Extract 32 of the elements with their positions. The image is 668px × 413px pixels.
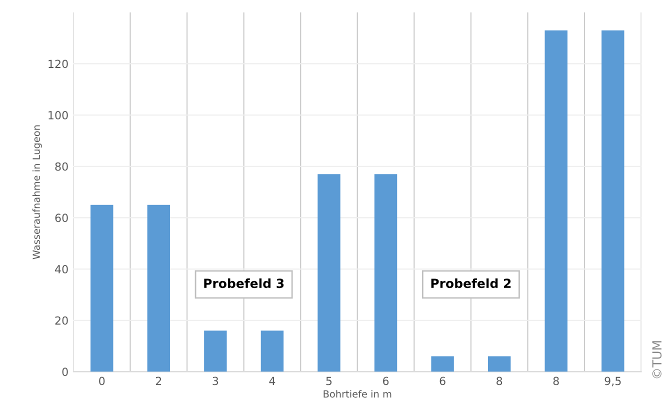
x-tick-label: 9,5 xyxy=(604,376,621,386)
text: ©TUM xyxy=(652,341,662,378)
x-tick-label: 5 xyxy=(326,376,332,386)
y-axis-title: Wasseraufnahme in Lugeon xyxy=(32,125,42,260)
bar xyxy=(374,174,398,372)
x-tick-label: 6 xyxy=(383,376,389,386)
x-tick-label: 0 xyxy=(99,376,105,386)
x-axis-title: Bohrtiefe in m xyxy=(324,390,392,398)
bar xyxy=(488,356,511,372)
annotation: Probefeld 3 xyxy=(204,278,284,288)
x-tick-label: 6 xyxy=(440,376,446,386)
y-tick-label: 120 xyxy=(48,60,68,68)
bar xyxy=(204,330,227,372)
bar xyxy=(260,330,284,372)
y-tick-label: 100 xyxy=(48,111,68,120)
bar xyxy=(602,30,624,372)
y-tick-label: 80 xyxy=(55,162,68,171)
x-tick-label: 3 xyxy=(212,376,218,386)
annotation: Probefeld 2 xyxy=(431,278,511,288)
y-tick-label: 60 xyxy=(55,214,68,222)
x-tick-label: 8 xyxy=(553,376,559,386)
bar xyxy=(147,204,170,372)
bar xyxy=(544,30,568,372)
x-tick-label: 8 xyxy=(496,376,502,386)
y-tick-label: 0 xyxy=(62,368,68,376)
x-tick-label: 2 xyxy=(156,376,162,386)
x-tick-label: 4 xyxy=(269,376,276,386)
y-tick-label: 40 xyxy=(55,265,68,274)
y-tick-label: 20 xyxy=(55,316,68,325)
bar xyxy=(90,204,114,372)
bar xyxy=(431,356,454,372)
bar xyxy=(318,174,340,372)
